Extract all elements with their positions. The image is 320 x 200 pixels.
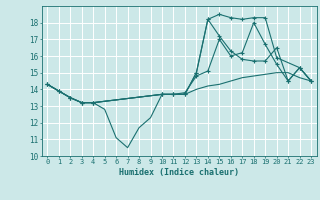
X-axis label: Humidex (Indice chaleur): Humidex (Indice chaleur) — [119, 168, 239, 177]
